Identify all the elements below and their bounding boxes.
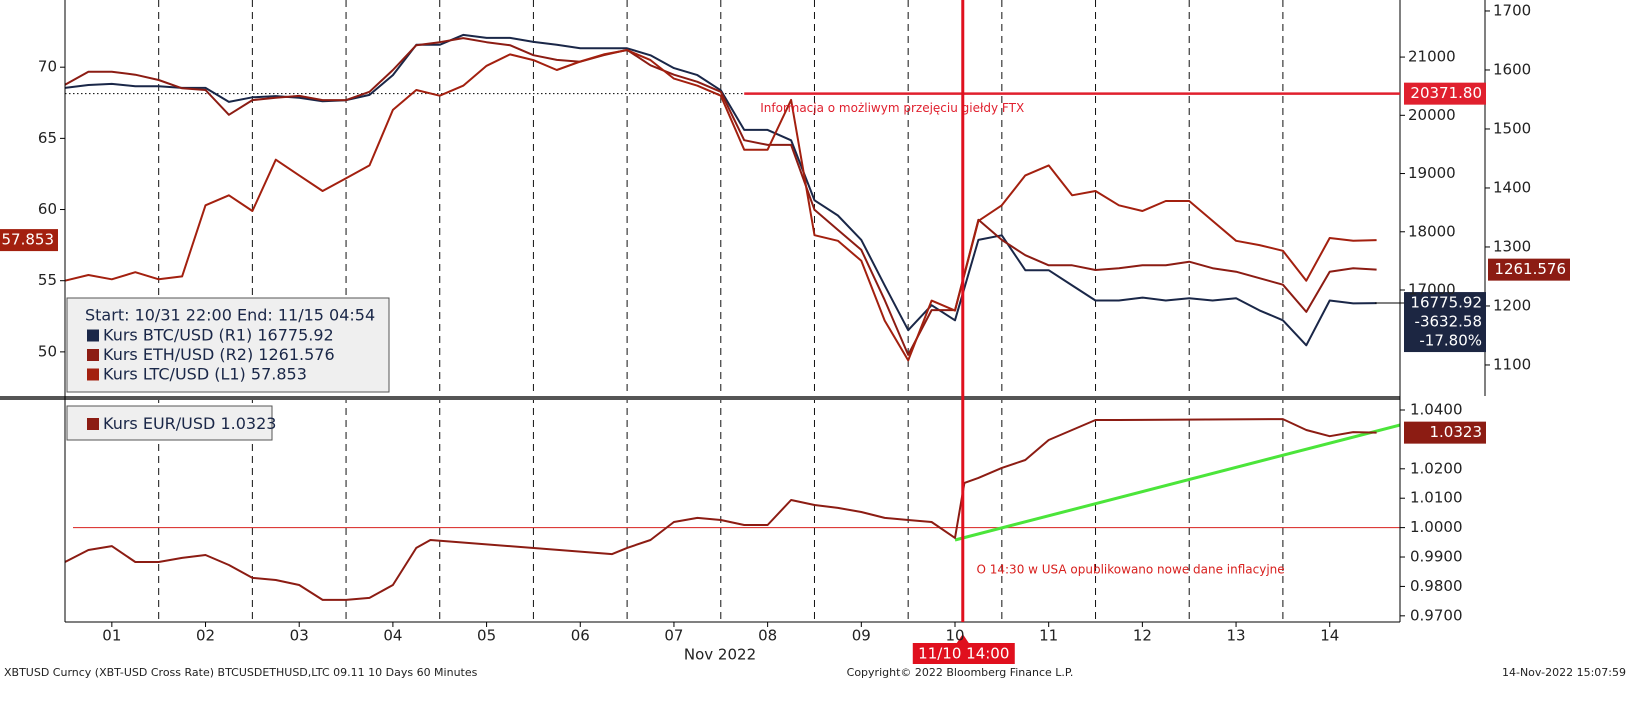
legend-swatch bbox=[87, 329, 99, 342]
legend-label: Kurs EUR/USD 1.0323 bbox=[103, 414, 276, 433]
legend-value: 57.853 bbox=[251, 364, 307, 383]
annotation: O 14:30 w USA opublikowano nowe dane inf… bbox=[976, 563, 1284, 577]
y-tick-label: 1.0400 bbox=[1410, 400, 1463, 418]
legend-label: Kurs LTC/USD (L1) 57.853 bbox=[103, 364, 307, 383]
footer-center: Copyright© 2022 Bloomberg Finance L.P. bbox=[847, 666, 1074, 679]
legend-box bbox=[66, 297, 390, 393]
x-tick-label: 04 bbox=[383, 627, 402, 645]
legend-value: 1.0323 bbox=[220, 414, 276, 433]
value-tag bbox=[1488, 258, 1570, 281]
y-tick-label: 65 bbox=[38, 129, 57, 147]
y-tick-label: 70 bbox=[38, 58, 57, 76]
x-tick-label: 05 bbox=[477, 627, 496, 645]
y-tick-label: 1.0200 bbox=[1410, 459, 1463, 477]
panel-divider bbox=[0, 396, 1400, 400]
series-line bbox=[64, 37, 1377, 356]
x-tick-label: 01 bbox=[102, 627, 121, 645]
y-tick-label: 1400 bbox=[1493, 178, 1531, 196]
event-tag bbox=[912, 643, 1015, 664]
series-line bbox=[64, 418, 1377, 601]
event-tag-label: 11/10 14:00 bbox=[918, 645, 1009, 663]
value-tag-label: 20371.80 bbox=[1410, 84, 1482, 102]
trend-line bbox=[954, 423, 1401, 542]
value-tag-label: -17.80% bbox=[1419, 332, 1482, 350]
legend-name: Kurs ETH/USD (R2) bbox=[103, 345, 253, 364]
y-tick-label: 1300 bbox=[1493, 237, 1531, 255]
plot-layer bbox=[64, 33, 1377, 601]
y-tick-label: 19000 bbox=[1408, 164, 1456, 182]
value-tag-label: 57.853 bbox=[2, 231, 55, 249]
x-tick-label: 10 bbox=[945, 627, 964, 645]
x-tick-label: 13 bbox=[1227, 627, 1246, 645]
x-axis-label: Nov 2022 bbox=[684, 646, 756, 664]
y-tick-label: 1.0000 bbox=[1410, 518, 1463, 536]
y-tick-label: 17000 bbox=[1408, 281, 1456, 299]
overlay-layer: Informacja o możliwym przejęciu giełdy F… bbox=[0, 0, 1570, 664]
y-tick-label: 1600 bbox=[1493, 60, 1531, 78]
value-tag-label: 1.0323 bbox=[1430, 423, 1483, 441]
y-tick-label: 1100 bbox=[1493, 355, 1531, 373]
x-tick-label: 02 bbox=[196, 627, 215, 645]
y-tick-label: 55 bbox=[38, 271, 57, 289]
legend-value: 16775.92 bbox=[257, 325, 333, 344]
x-tick-label: 03 bbox=[290, 627, 309, 645]
footer-left: XBTUSD Curncy (XBT-USD Cross Rate) BTCUS… bbox=[4, 666, 478, 679]
y-tick-label: 0.9800 bbox=[1410, 577, 1463, 595]
legend-name: Kurs BTC/USD (R1) bbox=[103, 325, 252, 344]
y-tick-label: 1200 bbox=[1493, 296, 1531, 314]
value-tag bbox=[1404, 82, 1486, 105]
legend-label: Kurs ETH/USD (R2) 1261.576 bbox=[103, 345, 335, 364]
value-tag-label: 16775.92 bbox=[1410, 294, 1482, 312]
legend-swatch bbox=[87, 418, 99, 430]
value-tag bbox=[1404, 421, 1486, 444]
y-tick-label: 0.9700 bbox=[1410, 606, 1463, 624]
legend-swatch bbox=[87, 368, 99, 381]
x-tick-label: 12 bbox=[1133, 627, 1152, 645]
y-tick-label: 1.0100 bbox=[1410, 489, 1463, 507]
y-tick-label: 60 bbox=[38, 200, 57, 218]
legend-header: Start: 10/31 22:00 End: 11/15 04:54 bbox=[85, 306, 375, 325]
legend-value: 1261.576 bbox=[258, 345, 334, 364]
series-line bbox=[64, 49, 1377, 362]
legend-label: Kurs BTC/USD (R1) 16775.92 bbox=[103, 325, 334, 344]
value-tag bbox=[0, 229, 58, 252]
x-tick-label: 08 bbox=[758, 627, 777, 645]
y-tick-label: 50 bbox=[38, 342, 57, 360]
y-tick-label: 0.9900 bbox=[1410, 548, 1463, 566]
x-tick-label: 11 bbox=[1039, 627, 1058, 645]
value-tag-label: 1261.576 bbox=[1494, 260, 1566, 278]
x-tick-label: 07 bbox=[664, 627, 683, 645]
y-tick-label: 20000 bbox=[1408, 106, 1456, 124]
y-tick-label: 1500 bbox=[1493, 119, 1531, 137]
legend-name: Kurs EUR/USD bbox=[103, 414, 215, 433]
footer-right: 14-Nov-2022 15:07:59 bbox=[1502, 666, 1626, 679]
legend-swatch bbox=[87, 349, 99, 361]
y-tick-label: 18000 bbox=[1408, 222, 1456, 240]
y-tick-label: 1700 bbox=[1493, 1, 1531, 19]
legend-box bbox=[66, 405, 273, 441]
value-tag-label: -3632.58 bbox=[1415, 313, 1482, 331]
x-tick-label: 14 bbox=[1320, 627, 1339, 645]
legend-name: Kurs LTC/USD (L1) bbox=[103, 364, 246, 383]
y-tick-label: 21000 bbox=[1408, 48, 1456, 66]
event-tag-pointer bbox=[956, 634, 969, 643]
x-tick-label: 09 bbox=[852, 627, 871, 645]
annotation: Informacja o możliwym przejęciu giełdy F… bbox=[760, 101, 1024, 115]
x-tick-label: 06 bbox=[571, 627, 590, 645]
value-tag bbox=[1404, 292, 1486, 353]
